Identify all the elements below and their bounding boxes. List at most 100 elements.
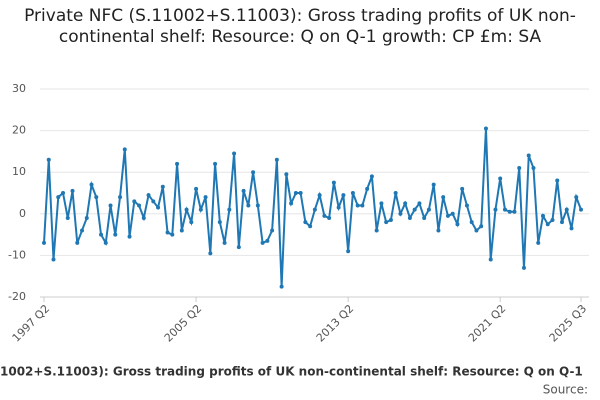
point [89, 182, 94, 187]
point [279, 284, 284, 289]
point [526, 153, 531, 158]
point [42, 240, 46, 245]
y-tick-label: -10 [8, 248, 26, 261]
point [327, 215, 332, 220]
point [360, 203, 365, 208]
point [569, 226, 574, 231]
point [455, 222, 460, 227]
point [384, 220, 389, 225]
point [222, 240, 227, 245]
point [403, 201, 408, 206]
point [426, 207, 431, 212]
point [336, 205, 341, 210]
point [84, 215, 89, 220]
point [217, 220, 222, 225]
point [574, 195, 579, 200]
point [388, 218, 393, 223]
y-tick-label: 20 [12, 124, 26, 137]
point [51, 257, 56, 262]
point [179, 228, 184, 233]
point [521, 265, 526, 270]
point [61, 191, 66, 195]
point [151, 199, 156, 204]
point [564, 207, 569, 212]
point [118, 195, 123, 200]
point [227, 207, 232, 212]
point [260, 240, 265, 245]
point [308, 224, 313, 229]
point [56, 195, 61, 200]
point [412, 207, 417, 212]
point [156, 205, 161, 210]
point [103, 240, 108, 245]
point [407, 215, 412, 220]
point [141, 215, 146, 220]
point [251, 170, 256, 175]
point [146, 193, 151, 198]
point [441, 195, 446, 200]
point [431, 182, 436, 187]
point [46, 157, 51, 162]
point [393, 191, 398, 195]
point [398, 211, 403, 216]
point [374, 228, 379, 233]
point [507, 209, 512, 214]
x-tick-label: 2013 Q2 [314, 302, 357, 345]
point [417, 201, 422, 206]
point [312, 207, 317, 212]
point [99, 232, 104, 237]
point [65, 215, 70, 220]
point [293, 191, 298, 195]
point [550, 218, 555, 223]
point [208, 251, 213, 256]
point [203, 195, 208, 200]
point [331, 180, 336, 185]
point [289, 201, 294, 206]
point [488, 257, 493, 262]
point [502, 207, 507, 212]
point [536, 240, 541, 245]
point [113, 232, 118, 237]
point [298, 191, 303, 195]
y-tick-label: 10 [12, 165, 26, 178]
point [346, 249, 351, 254]
point [579, 207, 583, 212]
x-tick-label: 2021 Q2 [466, 302, 509, 345]
point [450, 211, 455, 216]
point [422, 215, 427, 220]
point [127, 234, 132, 239]
point [479, 224, 484, 229]
point [274, 157, 279, 162]
point [75, 240, 80, 245]
point [175, 161, 180, 166]
source: Source: [543, 383, 588, 397]
point [241, 188, 246, 193]
line-series [43, 128, 582, 287]
point [236, 245, 241, 250]
point [70, 188, 75, 193]
point [284, 172, 289, 177]
point [365, 186, 370, 191]
chart-title: Private NFC (S.11002+S.11003): Gross tra… [24, 6, 576, 47]
point [108, 203, 113, 208]
point [232, 151, 237, 156]
point [512, 209, 517, 214]
point [559, 220, 564, 225]
point [94, 195, 99, 200]
point [460, 186, 465, 191]
point [464, 203, 469, 208]
point [303, 220, 308, 225]
point [531, 166, 536, 171]
point [213, 161, 218, 166]
point [341, 193, 346, 198]
x-tick-label: 2005 Q2 [162, 302, 205, 345]
point [355, 203, 360, 208]
point [369, 174, 374, 179]
point [317, 193, 322, 198]
point [436, 228, 441, 233]
point [198, 207, 203, 212]
point [322, 213, 327, 218]
point [137, 203, 142, 208]
y-tick-label: 0 [19, 207, 26, 220]
